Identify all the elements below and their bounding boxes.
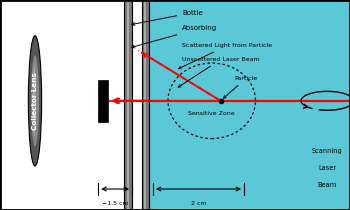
Text: Collector Lens: Collector Lens xyxy=(32,72,38,130)
Text: Unscattered Laser Beam: Unscattered Laser Beam xyxy=(178,57,260,87)
Text: Sensitive Zone: Sensitive Zone xyxy=(188,111,235,116)
Bar xyxy=(0,0,124,210)
Text: −1.5 cm: −1.5 cm xyxy=(102,201,128,206)
Text: Scattered Light from Particle: Scattered Light from Particle xyxy=(178,43,272,69)
Bar xyxy=(127,0,129,210)
Bar xyxy=(132,0,142,210)
Text: Laser: Laser xyxy=(318,165,336,171)
Bar xyxy=(142,0,149,210)
Text: Beam: Beam xyxy=(318,182,337,188)
Bar xyxy=(149,0,350,210)
Text: 2 cm: 2 cm xyxy=(191,201,206,206)
Ellipse shape xyxy=(31,55,39,146)
Text: Scanning: Scanning xyxy=(312,148,343,154)
Text: Bottle: Bottle xyxy=(132,10,203,25)
Text: Absorbing: Absorbing xyxy=(132,25,217,48)
Bar xyxy=(145,0,146,210)
Ellipse shape xyxy=(28,36,42,166)
Bar xyxy=(124,0,132,210)
Bar xyxy=(98,80,108,122)
Text: Particle: Particle xyxy=(223,76,258,98)
Ellipse shape xyxy=(33,65,36,136)
